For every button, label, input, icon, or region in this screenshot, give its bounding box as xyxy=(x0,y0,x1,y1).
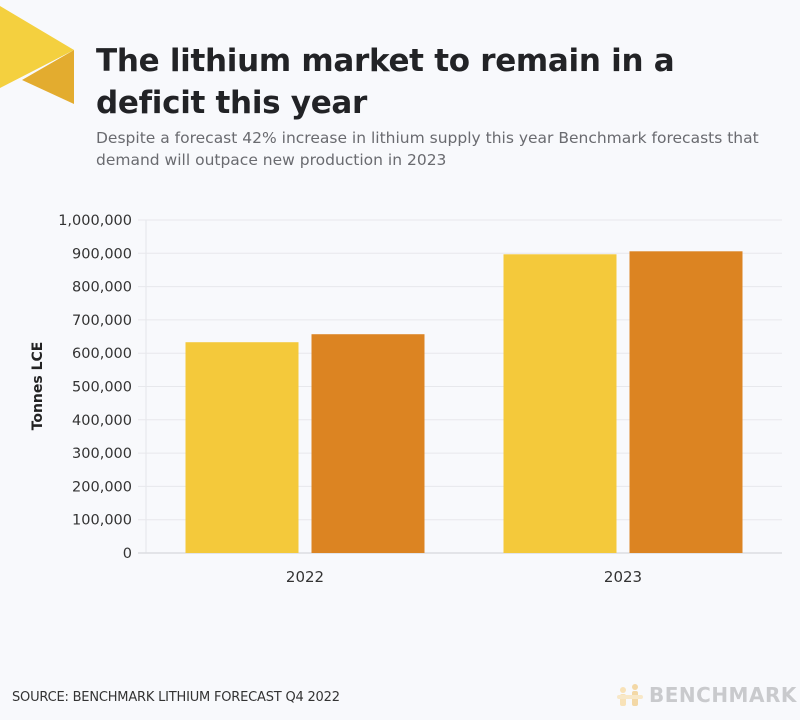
bar-demand-2023 xyxy=(629,251,743,553)
y-tick-label: 500,000 xyxy=(72,380,132,396)
source-note: SOURCE: BENCHMARK LITHIUM FORECAST Q4 20… xyxy=(12,690,340,705)
bar-supply-2022 xyxy=(185,342,299,553)
logo-light-triangle xyxy=(0,6,74,88)
bar-demand-2022 xyxy=(311,334,425,553)
y-axis-tick-labels: 0 100,000 200,000 300,000 400,000 500,000 600,… xyxy=(58,213,132,562)
benchmark-logo: BENCHMARK xyxy=(615,680,797,710)
y-axis-label: Tonnes LCE xyxy=(30,342,46,431)
x-tick-label: 2023 xyxy=(604,568,642,586)
x-tick-label: 2022 xyxy=(286,568,324,586)
y-tick-label: 400,000 xyxy=(72,413,132,429)
bar-chart: 0 100,000 200,000 300,000 400,000 500,000 600,… xyxy=(30,213,782,586)
benchmark-logo-text: BENCHMARK xyxy=(649,683,797,707)
chart-subtitle: Despite a forecast 42% increase in lithi… xyxy=(96,129,759,169)
y-tick-label: 300,000 xyxy=(72,446,132,462)
x-axis-tick-labels: 2022 2023 xyxy=(286,568,642,586)
y-tick-label: 900,000 xyxy=(72,246,132,262)
y-tick-label: 0 xyxy=(123,546,132,562)
y-tick-label: 700,000 xyxy=(72,313,132,329)
y-tick-label: 800,000 xyxy=(72,280,132,296)
y-tick-label: 100,000 xyxy=(72,513,132,529)
y-tick-label: 200,000 xyxy=(72,479,132,495)
brand-logo-mark-icon xyxy=(0,6,74,104)
bar-supply-2023 xyxy=(503,254,617,553)
bars xyxy=(185,251,743,553)
logo-dark-triangle xyxy=(22,50,74,104)
y-tick-label: 1,000,000 xyxy=(58,213,132,229)
benchmark-figure-icon xyxy=(617,684,643,706)
y-tick-label: 600,000 xyxy=(72,346,132,362)
chart-title: The lithium market to remain in a defici… xyxy=(96,43,675,121)
